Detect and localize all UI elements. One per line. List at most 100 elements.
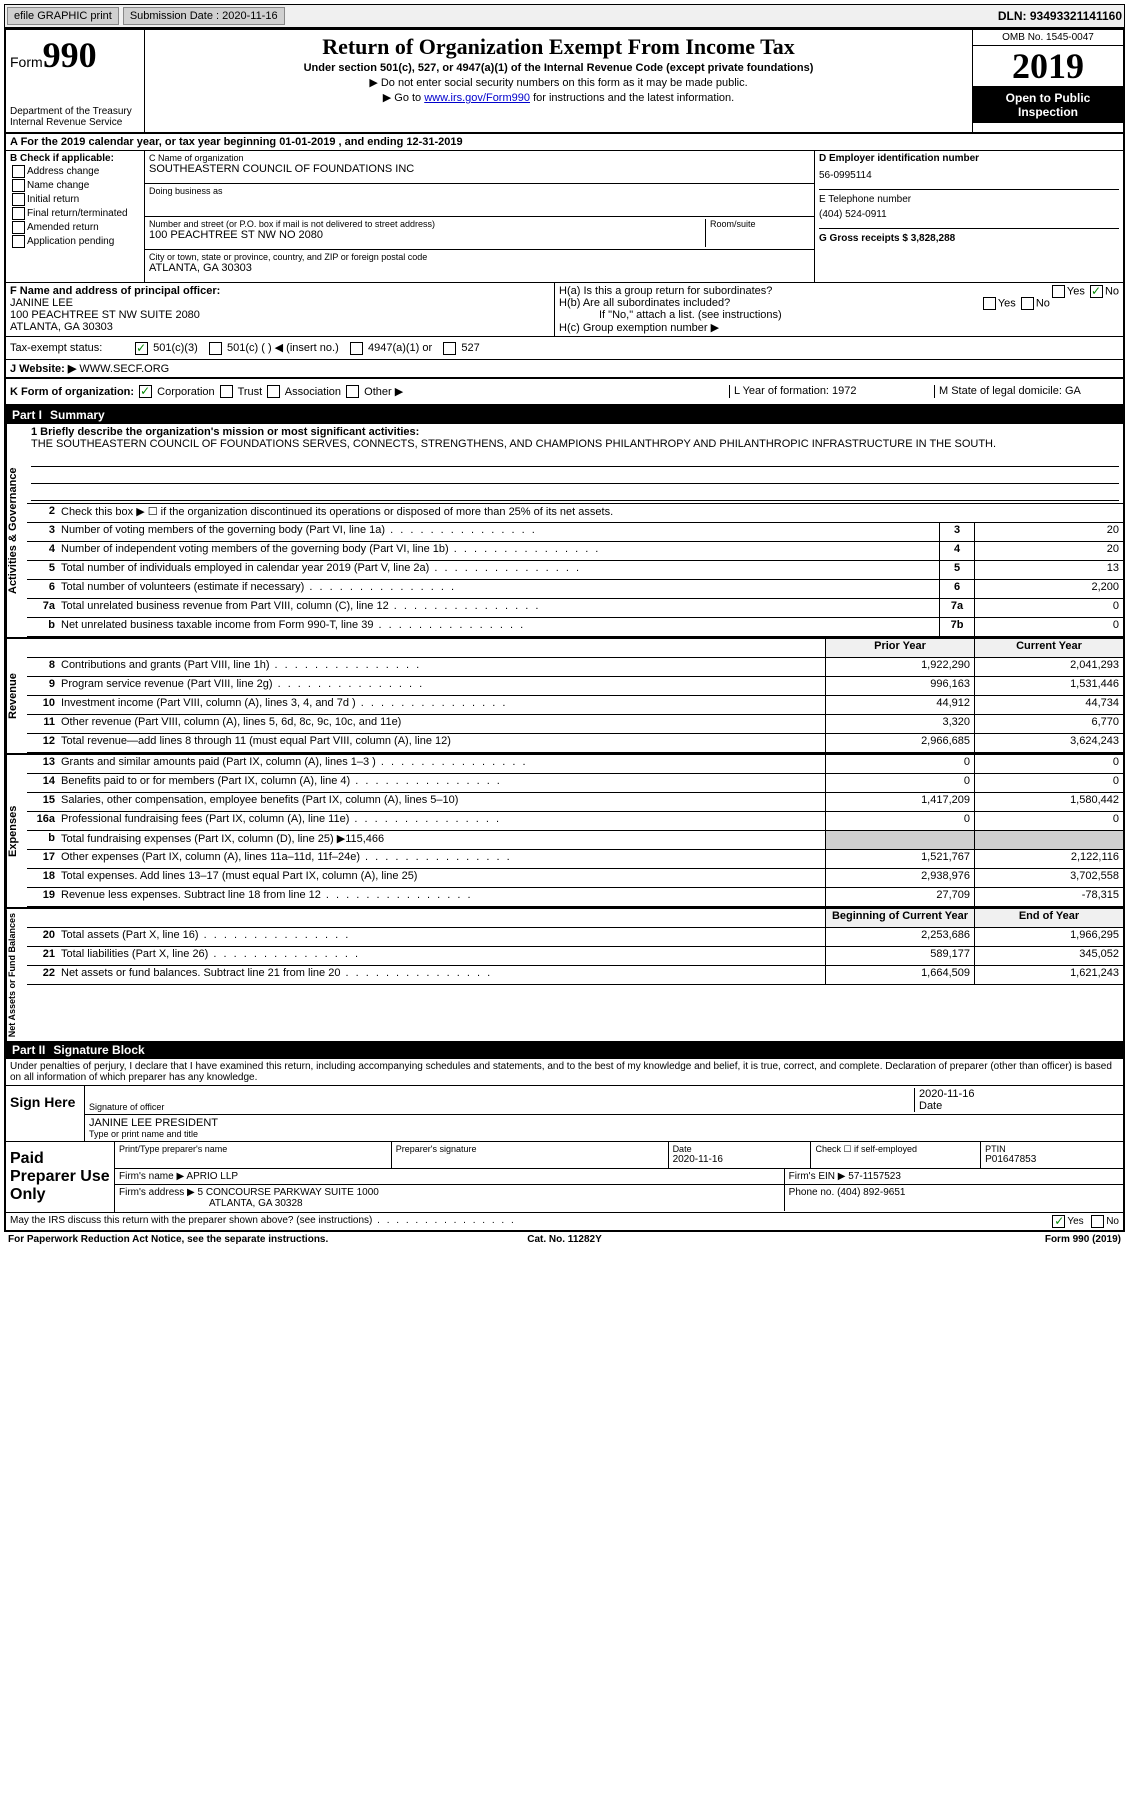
cb-4947[interactable] [350,342,363,355]
cb-initial-return[interactable]: Initial return [10,193,140,206]
vtab-net-assets: Net Assets or Fund Balances [6,909,27,1041]
cb-501c3[interactable] [135,342,148,355]
ptin-value: P01647853 [985,1154,1119,1165]
col-c: C Name of organization SOUTHEASTERN COUN… [145,151,815,282]
discuss-row: May the IRS discuss this return with the… [6,1212,1123,1230]
page-footer: For Paperwork Reduction Act Notice, see … [4,1232,1125,1247]
line-22: 22Net assets or fund balances. Subtract … [27,966,1123,985]
footer-right: Form 990 (2019) [750,1234,1121,1245]
cb-assoc[interactable] [267,385,280,398]
col-d: D Employer identification number 56-0995… [815,151,1123,282]
form-number: 990 [43,34,97,76]
cb-application[interactable]: Application pending [10,235,140,248]
line-14: 14Benefits paid to or for members (Part … [27,774,1123,793]
cb-address-change[interactable]: Address change [10,165,140,178]
submission-date-button[interactable]: Submission Date : 2020-11-16 [123,7,285,25]
form-subtitle-3: ▶ Go to www.irs.gov/Form990 for instruct… [149,91,968,104]
firm-phone-value: (404) 892-9651 [837,1187,905,1198]
net-header-row: Beginning of Current Year End of Year [27,909,1123,928]
irs-text: Internal Revenue Service [10,117,140,128]
cb-527[interactable] [443,342,456,355]
row-j-label: J Website: ▶ [10,363,76,375]
gross-value: G Gross receipts $ 3,828,288 [819,233,955,244]
dept-text: Department of the Treasury [10,106,140,117]
form-subtitle-1: Under section 501(c), 527, or 4947(a)(1)… [149,62,968,74]
line-6: 6Total number of volunteers (estimate if… [27,580,1123,599]
line-19: 19Revenue less expenses. Subtract line 1… [27,888,1123,907]
sig-date-value: 2020-11-16 [919,1088,1119,1100]
cb-discuss-yes[interactable] [1052,1215,1065,1228]
firm-name-label: Firm's name ▶ [119,1171,184,1182]
mission-text: THE SOUTHEASTERN COUNCIL OF FOUNDATIONS … [31,438,1119,450]
sig-date-label: Date [919,1100,1119,1112]
cb-discuss-no[interactable] [1091,1215,1104,1228]
form-prefix: Form [10,54,43,70]
mission-q: 1 Briefly describe the organization's mi… [31,426,1119,438]
cb-final-return[interactable]: Final return/terminated [10,207,140,220]
org-name-value: SOUTHEASTERN COUNCIL OF FOUNDATIONS INC [149,163,810,175]
sub3-post: for instructions and the latest informat… [533,92,734,104]
gross-block: G Gross receipts $ 3,828,288 [819,228,1119,244]
line-16a: 16aProfessional fundraising fees (Part I… [27,812,1123,831]
preparer-date-value: 2020-11-16 [673,1154,807,1165]
row-f-label: F Name and address of principal officer: [10,285,550,297]
top-toolbar: efile GRAPHIC print Submission Date : 20… [4,4,1125,28]
header-left-block: Form 990 Department of the Treasury Inte… [6,30,145,132]
line-18: 18Total expenses. Add lines 13–17 (must … [27,869,1123,888]
row-k: K Form of organization: Corporation Trus… [6,379,1123,407]
ein-block: D Employer identification number 56-0995… [819,153,1119,181]
line-10: 10Investment income (Part VIII, column (… [27,696,1123,715]
line-7a: 7aTotal unrelated business revenue from … [27,599,1123,618]
paid-preparer-block: Paid Preparer Use Only Print/Type prepar… [6,1141,1123,1212]
row-j: J Website: ▶ WWW.SECF.ORG [6,360,1123,379]
header-center-block: Return of Organization Exempt From Incom… [145,30,972,132]
row-k-label: K Form of organization: [10,386,134,398]
part-1-header: Part I Summary [6,406,1123,424]
org-name-label: C Name of organization [149,153,810,163]
expenses-section: Expenses 13Grants and similar amounts pa… [6,753,1123,907]
phone-label: E Telephone number [819,194,1119,205]
dln-text: DLN: 93493321141160 [998,9,1122,23]
cb-other[interactable] [346,385,359,398]
firm-phone-label: Phone no. [789,1187,835,1198]
preparer-check-label: Check ☐ if self-employed [815,1144,976,1155]
paid-line-1: Print/Type preparer's name Preparer's si… [115,1142,1123,1169]
hc-text: H(c) Group exemption number ▶ [559,321,1119,334]
city-label: City or town, state or province, country… [149,252,810,262]
row-f: F Name and address of principal officer:… [6,283,555,336]
part-1-num: Part I [12,408,42,422]
form-number-block: Form 990 [10,34,140,76]
website-value: WWW.SECF.ORG [79,363,169,375]
addr-row: Number and street (or P.O. box if mail i… [145,217,814,250]
line-15: 15Salaries, other compensation, employee… [27,793,1123,812]
section-b-c-d: B Check if applicable: Address change Na… [6,151,1123,283]
form-title: Return of Organization Exempt From Incom… [149,34,968,60]
header-right-block: OMB No. 1545-0047 2019 Open to Public In… [972,30,1123,132]
cb-501c[interactable] [209,342,222,355]
efile-button[interactable]: efile GRAPHIC print [7,7,119,25]
sig-name-row: JANINE LEE PRESIDENT Type or print name … [85,1115,1123,1141]
row-m: M State of legal domicile: GA [934,385,1119,399]
revenue-section: Revenue Prior Year Current Year 8Contrib… [6,637,1123,753]
vtab-revenue: Revenue [6,639,27,753]
form990-link[interactable]: www.irs.gov/Form990 [424,92,530,104]
form-header: Form 990 Department of the Treasury Inte… [6,30,1123,134]
firm-addr-label: Firm's address ▶ [119,1187,195,1198]
part-2-title: Signature Block [53,1043,144,1057]
line-4: 4Number of independent voting members of… [27,542,1123,561]
cb-trust[interactable] [220,385,233,398]
preparer-sig-label: Preparer's signature [396,1144,664,1154]
addr-label: Number and street (or P.O. box if mail i… [149,219,705,229]
cb-corp[interactable] [139,385,152,398]
room-label: Room/suite [710,219,810,229]
cb-name-change[interactable]: Name change [10,179,140,192]
open-to-public: Open to Public Inspection [973,87,1123,123]
phone-block: E Telephone number (404) 524-0911 [819,189,1119,220]
row-h: H(a) Is this a group return for subordin… [555,283,1123,336]
mission-block: 1 Briefly describe the organization's mi… [27,424,1123,504]
hb-line: H(b) Are all subordinates included? Yes … [559,297,1119,309]
preparer-date-label: Date [673,1144,807,1154]
part-2-header: Part II Signature Block [6,1041,1123,1059]
footer-mid: Cat. No. 11282Y [379,1234,750,1245]
cb-amended[interactable]: Amended return [10,221,140,234]
